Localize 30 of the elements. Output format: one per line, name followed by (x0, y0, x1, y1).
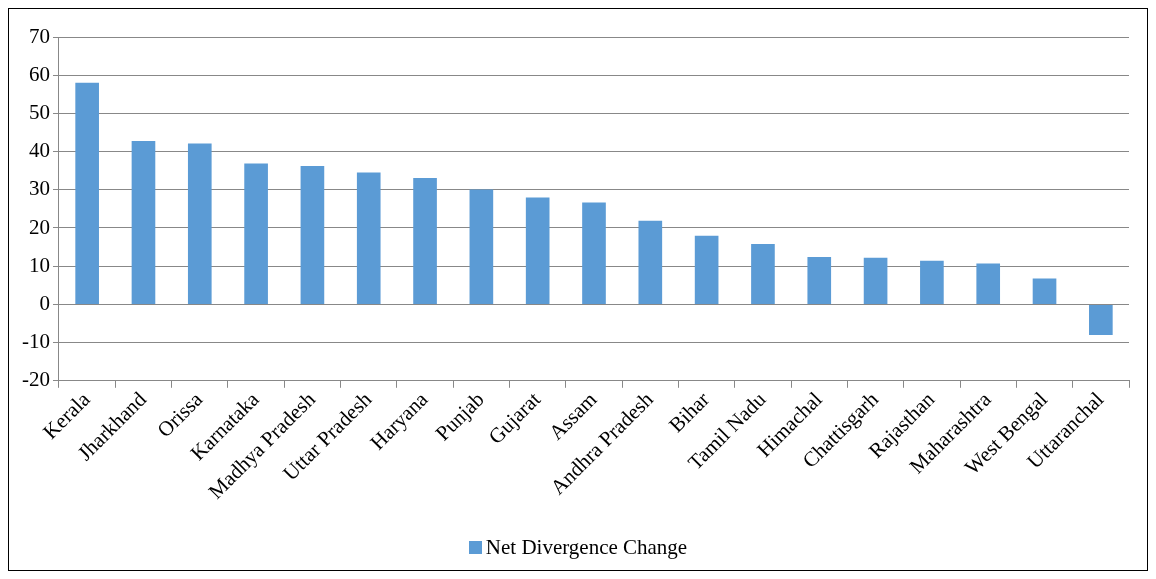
y-tick-label: 30 (28, 176, 50, 201)
bar (751, 244, 775, 304)
bar (863, 257, 888, 304)
bar (976, 263, 1001, 304)
bar (807, 257, 832, 304)
y-tick-label: -20 (21, 367, 50, 392)
bar (244, 163, 268, 304)
y-tick-label: -10 (21, 329, 50, 354)
bar (694, 235, 719, 304)
bar (413, 177, 437, 304)
bar (187, 143, 212, 304)
y-tick-label: 70 (28, 23, 50, 48)
y-tick-label: 40 (28, 138, 50, 163)
bar (638, 220, 663, 304)
y-tick-label: 20 (28, 214, 50, 239)
bar (1089, 304, 1113, 335)
legend-label: Net Divergence Change (485, 535, 688, 560)
bar (469, 189, 494, 304)
bar (300, 166, 325, 304)
bar (1032, 278, 1057, 304)
bar (356, 172, 381, 304)
bar (582, 202, 606, 304)
y-tick-label: 50 (28, 99, 50, 124)
bar (75, 82, 99, 304)
y-tick-label: 0 (39, 290, 50, 315)
bar (920, 260, 944, 304)
bar (525, 197, 550, 304)
y-tick-label: 60 (28, 61, 50, 86)
y-tick-label: 10 (28, 252, 50, 277)
bar (131, 140, 156, 304)
